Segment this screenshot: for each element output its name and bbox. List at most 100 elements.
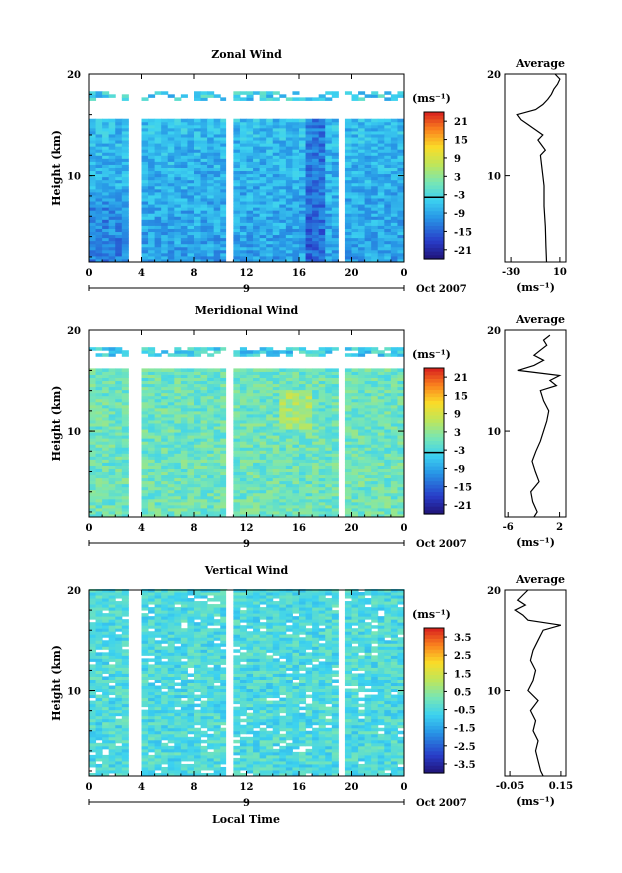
colorbar-segment (424, 192, 444, 198)
data-gap (339, 330, 343, 517)
colorbar-segment (424, 725, 444, 731)
colorbar-segment (424, 178, 444, 183)
colorbar-segment (424, 371, 444, 376)
colorbar-segment (424, 675, 444, 680)
colorbar-segment (424, 430, 444, 435)
profile-line (513, 589, 562, 777)
x-tick-label: 0 (86, 268, 93, 279)
colorbar-segment (424, 492, 444, 497)
colorbar-segment (424, 181, 444, 187)
colorbar-segment (424, 255, 444, 260)
colorbar-segment (424, 635, 444, 640)
colorbar-segment (424, 628, 444, 633)
colorbar-segment (424, 389, 444, 395)
colorbar-segment (424, 715, 444, 720)
colorbar-segment (424, 671, 444, 676)
colorbar-segment (424, 689, 444, 694)
colorbar-tick-label: 0.5 (454, 687, 471, 698)
colorbar-unit: (ms⁻¹) (412, 92, 451, 105)
data-gap (130, 74, 135, 262)
profile-line (517, 334, 562, 518)
colorbar-segment (424, 222, 444, 227)
colorbar-frame (423, 111, 445, 260)
colorbar-segment (424, 459, 444, 464)
colorbar-tick-label: -2.5 (454, 742, 476, 753)
profile-x-tick-label: 0.15 (549, 781, 573, 792)
y-axis-label: Height (km) (50, 386, 63, 462)
colorbar-tick-label: -21 (454, 501, 472, 512)
colorbar-segment (424, 484, 444, 490)
colorbar-segment (424, 375, 444, 380)
colorbar-segment (424, 437, 444, 442)
data-gap (339, 74, 343, 262)
colorbar-segment (424, 638, 444, 644)
panel-1: Zonal Wind 0 4 8 12 16 20 0 9 Oct 2007 20 10 Height … (50, 48, 567, 295)
colorbar-segment (424, 247, 444, 253)
data-gap (130, 330, 135, 517)
colorbar-segment (424, 481, 444, 486)
colorbar-segment (424, 419, 444, 424)
colorbar-segment (424, 196, 444, 201)
panel-3: Vertical Wind 0 4 8 12 16 20 0 9 Oct 2007 20 10 Heig… (50, 564, 573, 809)
colorbar-tick-label: -15 (454, 227, 472, 238)
colorbar-segment (424, 693, 444, 698)
colorbar-segment (424, 444, 444, 449)
colorbar-segment (424, 642, 444, 647)
x-tick-label: 0 (401, 523, 408, 534)
x-tick-label: 12 (240, 268, 254, 279)
colorbar-segment (424, 115, 444, 120)
day-label: 9 (243, 798, 250, 809)
colorbar-segment (424, 729, 444, 734)
colorbar-segment (424, 185, 444, 190)
colorbar-tick-label: 9 (454, 154, 461, 165)
profile-frame (504, 73, 567, 263)
colorbar-segment (424, 740, 444, 745)
profile-x-tick-label: 2 (556, 522, 563, 533)
colorbar-segment (424, 134, 444, 139)
profile-y-tick-label: 10 (487, 427, 501, 438)
colorbar-segment (424, 119, 444, 124)
panel-2: Meridional Wind 0 4 8 12 16 20 0 9 Oct 2007 20 10 He… (50, 304, 567, 550)
profile-y-tick-label: 20 (487, 326, 501, 337)
colorbar-segment (424, 386, 444, 391)
heatmap-cells (89, 74, 405, 263)
colorbar-segment (424, 189, 444, 194)
colorbar-segment (424, 667, 444, 673)
x-tick-label: 20 (345, 782, 359, 793)
y-tick-label: 10 (67, 687, 81, 698)
y-tick-label: 10 (67, 427, 81, 438)
colorbar-segment (424, 382, 444, 387)
colorbar-segment (424, 765, 444, 770)
colorbar-tick-label: -9 (454, 209, 465, 220)
colorbar-segment (424, 711, 444, 716)
colorbar-segment (424, 762, 444, 767)
profile-x-tick-label: -0.05 (496, 781, 525, 792)
x-tick-label: 0 (86, 523, 93, 534)
colorbar-segment (424, 126, 444, 131)
colorbar-segment (424, 448, 444, 453)
colorbar-segment (424, 451, 444, 457)
colorbar-tick-label: 3.5 (454, 633, 471, 644)
colorbar-tick-label: -0.5 (454, 706, 476, 717)
colorbar-segment (424, 704, 444, 709)
colorbar-segment (424, 112, 444, 117)
colorbar-segment (424, 244, 444, 249)
colorbar-segment (424, 378, 444, 384)
profile-x-tick-label: -6 (503, 522, 514, 533)
data-gap (226, 330, 231, 517)
colorbar-tick-label: -9 (454, 464, 465, 475)
colorbar-segment (424, 653, 444, 658)
x-axis-label: Local Time (212, 813, 280, 826)
colorbar-segment (424, 174, 444, 179)
colorbar-tick-label: 2.5 (454, 651, 471, 662)
colorbar-segment (424, 462, 444, 468)
day-label: 9 (243, 539, 250, 550)
profile-y-tick-label: 20 (487, 70, 501, 81)
colorbar-segment (424, 159, 444, 165)
x-tick-label: 16 (292, 782, 306, 793)
colorbar-segment (424, 660, 444, 665)
colorbar-segment (424, 510, 444, 515)
colorbar-frame (423, 627, 445, 774)
x-tick-label: 8 (191, 782, 198, 793)
y-axis-label: Height (km) (50, 130, 63, 206)
